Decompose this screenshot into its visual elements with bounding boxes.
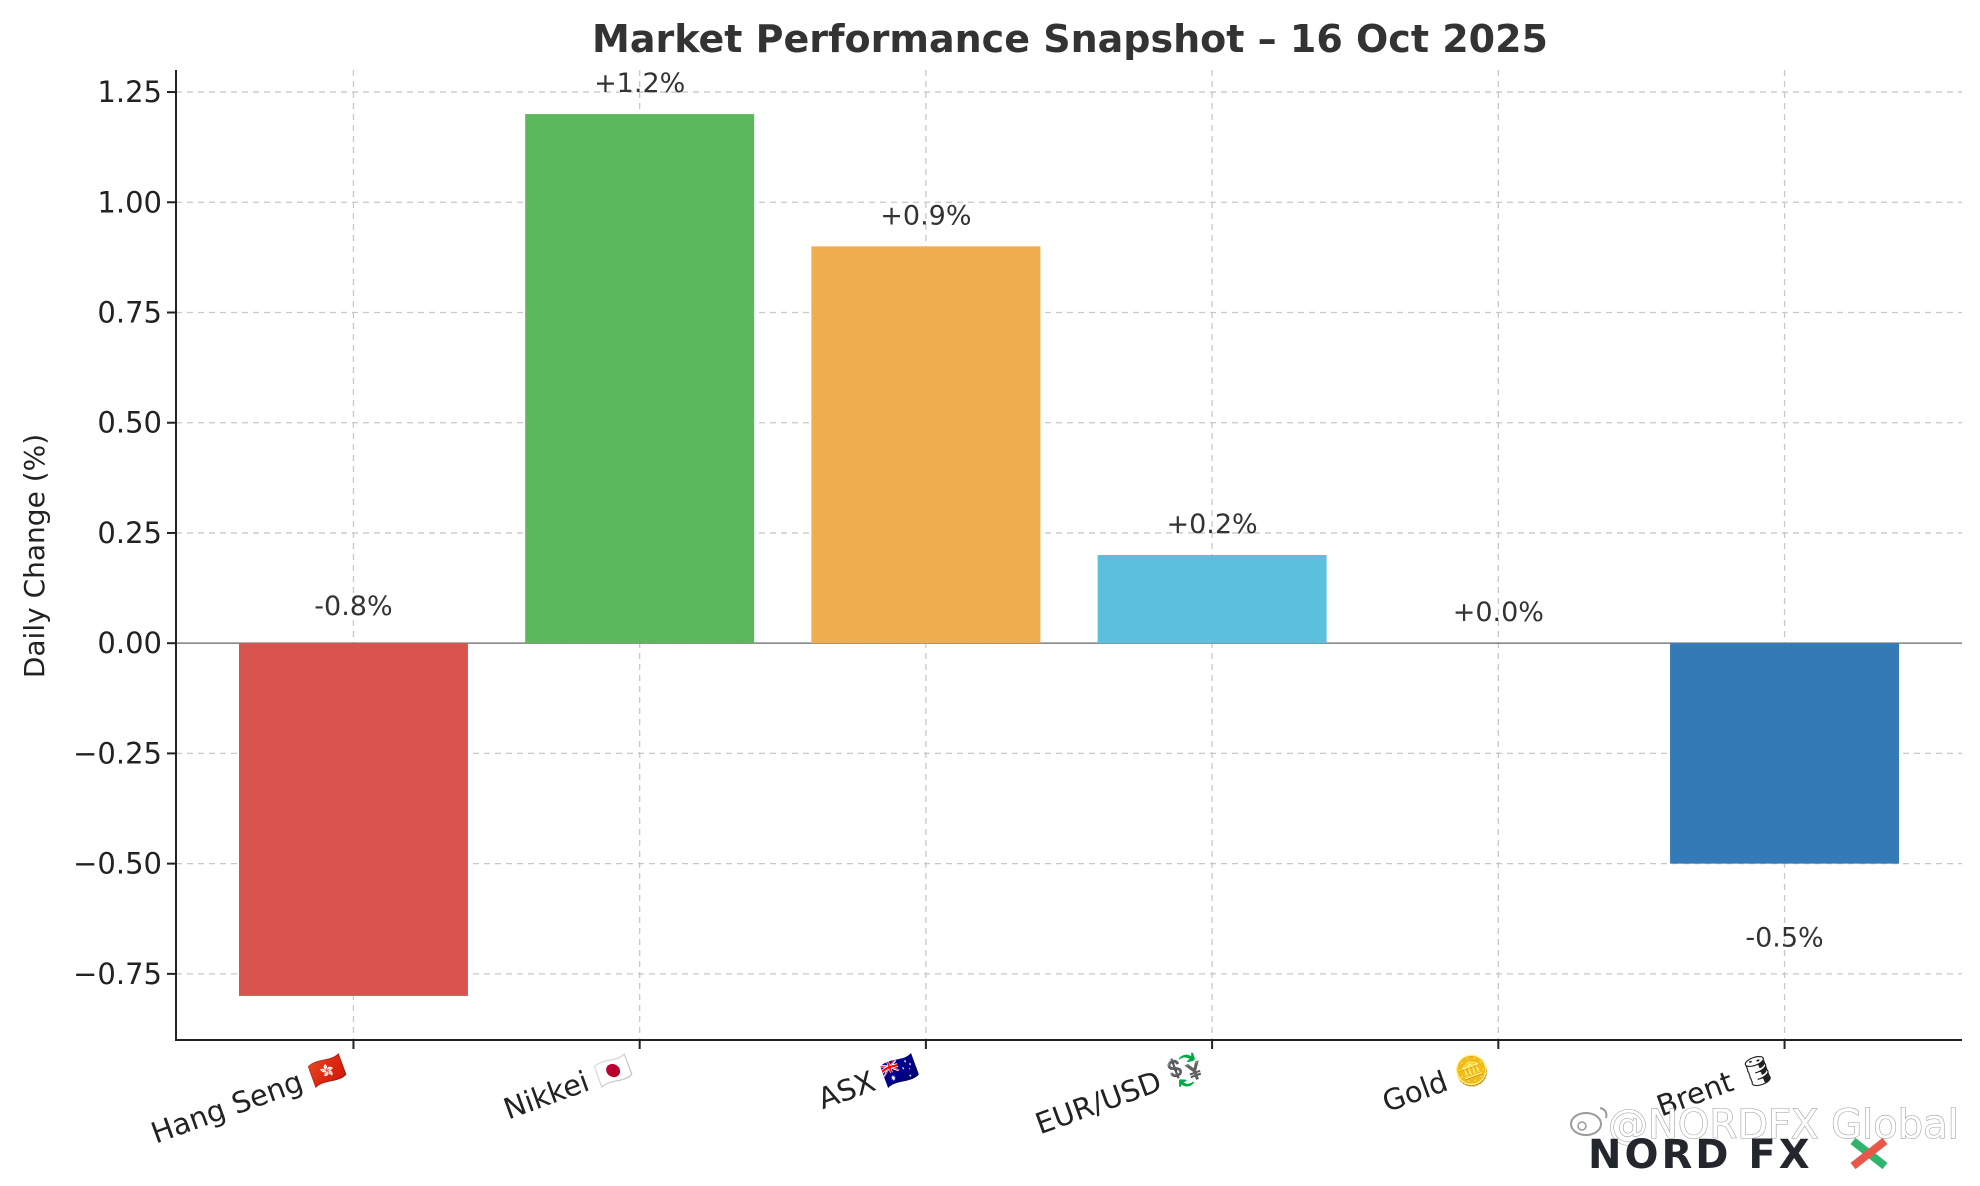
x-tick-label-3: EUR/USD 💱 <box>1031 1049 1209 1142</box>
y-tick-label-6: 0.75 <box>97 296 162 330</box>
bar-1 <box>525 114 755 644</box>
bar-3 <box>1097 555 1327 644</box>
x-tick-label-4: Gold 🪙 <box>1378 1049 1495 1119</box>
weibo-icon <box>1570 1107 1608 1136</box>
data-label-5: -0.5% <box>1745 923 1823 954</box>
y-tick-label-5: 0.50 <box>97 406 162 440</box>
watermark: @NORDFX Global NORD FX <box>1570 1101 1959 1178</box>
y-tick-label-4: 0.25 <box>97 516 162 550</box>
x-tick-label-1: Nikkei 🇯🇵 <box>499 1049 636 1127</box>
bar-0 <box>238 643 468 996</box>
data-label-3: +0.2% <box>1166 509 1257 540</box>
watermark-text: @NORDFX Global <box>1608 1102 1959 1148</box>
data-label-2: +0.9% <box>880 200 971 231</box>
x-tick-label-0: Hang Seng 🇭🇰 <box>147 1049 350 1151</box>
y-tick-label-7: 1.00 <box>97 185 162 219</box>
bar-5 <box>1670 643 1900 864</box>
x-tick-label-2: ASX 🇦🇺 <box>813 1049 922 1116</box>
y-tick-label-1: −0.50 <box>73 847 162 881</box>
data-label-0: -0.8% <box>314 591 392 622</box>
bar-2 <box>811 246 1041 644</box>
y-tick-label-2: −0.25 <box>73 736 162 770</box>
chart-title: Market Performance Snapshot – 16 Oct 202… <box>592 17 1548 61</box>
logo-text: NORD FX <box>1588 1132 1813 1178</box>
data-labels: -0.8% +1.2% +0.9% +0.2% +0.0% -0.5% <box>314 68 1823 954</box>
y-tick-label-8: 1.25 <box>97 75 162 109</box>
data-label-1: +1.2% <box>594 68 685 99</box>
y-ticks: −0.75 −0.50 −0.25 0.00 0.25 0.50 0.75 1.00 1.25 <box>73 75 176 991</box>
x-ticks: Hang Seng 🇭🇰 Nikkei 🇯🇵 ASX 🇦🇺 EUR/USD 💱 Gold… <box>147 1040 1786 1151</box>
data-label-4: +0.0% <box>1453 597 1544 628</box>
y-tick-label-3: 0.00 <box>97 626 162 660</box>
logo-x-mark <box>1850 1137 1888 1170</box>
y-tick-label-0: −0.75 <box>73 957 162 991</box>
bars <box>238 114 1900 996</box>
axis-spines <box>175 70 1962 1041</box>
y-axis-label: Daily Change (%) <box>18 434 51 678</box>
